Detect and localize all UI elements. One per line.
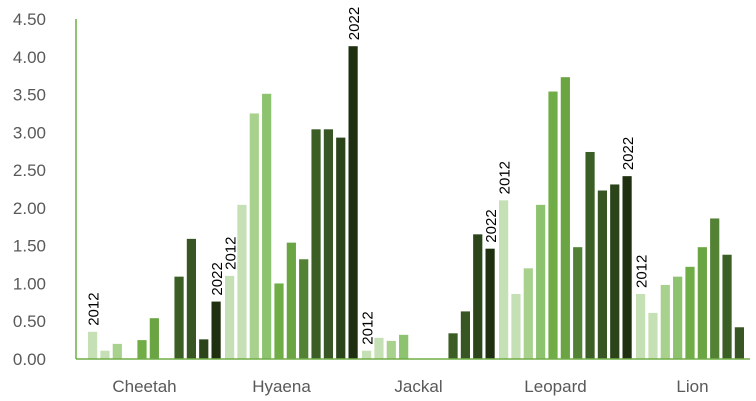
bar-hyaena-2015: [262, 93, 272, 360]
year-label: 2012: [223, 237, 240, 270]
bars: [88, 46, 744, 360]
bar-lion-2013: [648, 312, 658, 359]
bar-jackal-2014: [386, 340, 396, 359]
category-label-jackal: Jackal: [394, 377, 442, 396]
y-tick-label: 0.00: [13, 350, 46, 369]
y-tick-label: 2.50: [13, 161, 46, 180]
category-label-hyaena: Hyaena: [252, 377, 311, 396]
bar-jackal-2022: [485, 248, 495, 359]
bar-lion-2015: [673, 276, 683, 359]
bar-lion-2020: [734, 327, 744, 359]
year-label: 2022: [209, 262, 226, 295]
category-labels: Cheetah Hyaena Jackal Leopard Lion: [112, 377, 708, 396]
bar-hyaena-2014: [249, 113, 259, 359]
category-label-lion: Lion: [676, 377, 708, 396]
bar-cheetah-2013: [100, 350, 110, 359]
bar-cheetah-2019: [174, 276, 184, 359]
bar-hyaena-2017: [286, 242, 296, 359]
bar-leopard-2015: [536, 204, 546, 359]
bar-cheetah-2014: [112, 343, 122, 359]
year-label: 2022: [346, 7, 363, 40]
y-tick-label: 1.50: [13, 237, 46, 256]
bar-jackal-2021: [473, 234, 483, 359]
bar-leopard-2014: [523, 268, 533, 359]
bar-lion-2016: [685, 266, 695, 359]
bar-leopard-2017: [560, 77, 570, 359]
bar-cheetah-2022: [211, 301, 221, 359]
bar-cheetah-2017: [149, 318, 159, 359]
y-tick-label: 1.00: [13, 274, 46, 293]
bar-cheetah-2021: [199, 339, 209, 359]
year-label: 2022: [483, 209, 500, 242]
y-tick-label: 4.50: [13, 10, 46, 29]
bar-cheetah-2016: [137, 340, 147, 359]
bar-hyaena-2013: [237, 204, 247, 359]
y-tick-label: 3.00: [13, 123, 46, 142]
bar-lion-2018: [710, 218, 720, 359]
bar-leopard-2020: [597, 190, 607, 359]
bar-leopard-2016: [548, 91, 558, 360]
bar-cheetah-2020: [186, 238, 196, 359]
bar-jackal-2013: [374, 337, 384, 359]
bar-leopard-2012: [499, 200, 509, 359]
bar-jackal-2012: [362, 350, 372, 359]
year-label: 2012: [86, 292, 103, 325]
y-axis-tick-labels: 0.00 0.50 1.00 1.50 2.00 2.50 3.00 3.50 4.00 4.50: [13, 10, 46, 369]
bar-leopard-2019: [585, 151, 595, 359]
bar-hyaena-2019: [311, 129, 321, 359]
y-tick-label: 3.50: [13, 86, 46, 105]
year-label: 2012: [360, 311, 377, 344]
bar-lion-2014: [660, 284, 670, 359]
year-label: 2012: [497, 161, 514, 194]
bar-hyaena-2012: [225, 275, 235, 359]
bar-lion-2017: [697, 247, 707, 359]
bar-hyaena-2020: [323, 129, 333, 359]
bar-hyaena-2018: [299, 259, 309, 359]
bar-hyaena-2016: [274, 283, 284, 359]
year-label: 2012: [634, 255, 651, 288]
bar-leopard-2022: [622, 176, 632, 359]
y-tick-label: 4.00: [13, 48, 46, 67]
bar-hyaena-2022: [348, 46, 358, 359]
bar-leopard-2018: [573, 247, 583, 359]
bar-leopard-2013: [511, 294, 521, 359]
bar-jackal-2015: [399, 334, 409, 359]
year-label: 2022: [620, 137, 637, 170]
bar-cheetah-2012: [88, 331, 98, 359]
bar-hyaena-2021: [336, 137, 346, 359]
category-label-leopard: Leopard: [524, 377, 586, 396]
bar-jackal-2020: [460, 311, 470, 359]
bar-leopard-2021: [610, 184, 620, 359]
y-tick-label: 2.00: [13, 199, 46, 218]
bar-lion-2019: [722, 254, 732, 359]
year-labels: 2012202220122022201220222012202220122022: [86, 7, 651, 345]
bar-jackal-2019: [448, 333, 458, 359]
category-label-cheetah: Cheetah: [112, 377, 176, 396]
bar-lion-2012: [636, 294, 646, 359]
y-tick-label: 0.50: [13, 312, 46, 331]
